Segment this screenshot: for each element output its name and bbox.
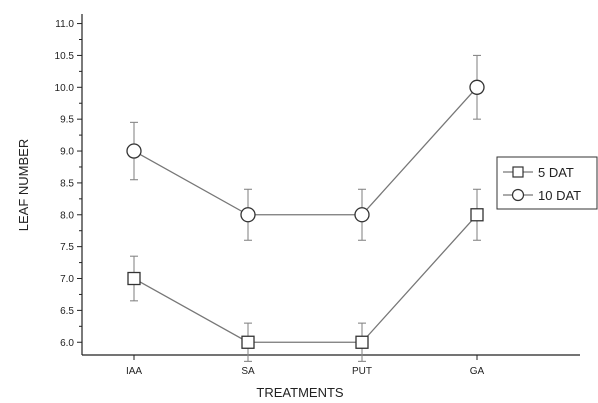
y-axis-title: LEAF NUMBER [16, 139, 31, 231]
y-tick-label: 8.0 [60, 210, 74, 221]
x-axis-title: TREATMENTS [256, 385, 343, 400]
series-layer [126, 54, 485, 362]
legend: 5 DAT 10 DAT [496, 156, 598, 210]
series-line [133, 86, 478, 216]
x-axis-ticks: IAA SA PUT GA [126, 355, 485, 377]
y-tick-label: 6.5 [60, 306, 74, 317]
y-tick-label: 8.5 [60, 178, 74, 189]
series-2 [126, 54, 485, 241]
series-1 [127, 188, 484, 362]
y-tick-label: 6.0 [60, 338, 74, 349]
y-tick-label: 9.0 [60, 147, 74, 158]
series-line [133, 214, 478, 343]
data-point-square [355, 335, 369, 349]
y-axis-ticks: 6.0 6.5 7.0 7.5 8.0 8.5 9.0 9.5 10.0 10.5 11.0 [55, 19, 82, 349]
data-point-circle [469, 79, 485, 95]
data-point-circle [126, 143, 142, 159]
x-tick-label: IAA [126, 366, 142, 377]
legend-label: 10 DAT [538, 188, 581, 203]
x-tick-label: SA [241, 366, 255, 377]
legend-label: 5 DAT [538, 165, 574, 180]
data-point-circle [240, 207, 256, 223]
axes [81, 14, 580, 356]
y-tick-label: 7.0 [60, 274, 74, 285]
data-point-square [127, 271, 141, 286]
y-tick-label: 7.5 [60, 242, 74, 253]
data-point-square [470, 208, 484, 222]
legend-marker-circle [511, 188, 525, 202]
legend-marker-square [512, 166, 524, 178]
legend-box [496, 156, 598, 210]
y-tick-label: 11.0 [55, 19, 74, 30]
data-point-circle [354, 207, 370, 223]
data-point-square [241, 335, 255, 349]
y-tick-label: 10.0 [55, 83, 75, 94]
y-tick-label: 9.5 [60, 115, 74, 126]
y-tick-label: 10.5 [55, 51, 75, 62]
x-tick-label: GA [470, 366, 485, 377]
x-tick-label: PUT [352, 366, 372, 377]
